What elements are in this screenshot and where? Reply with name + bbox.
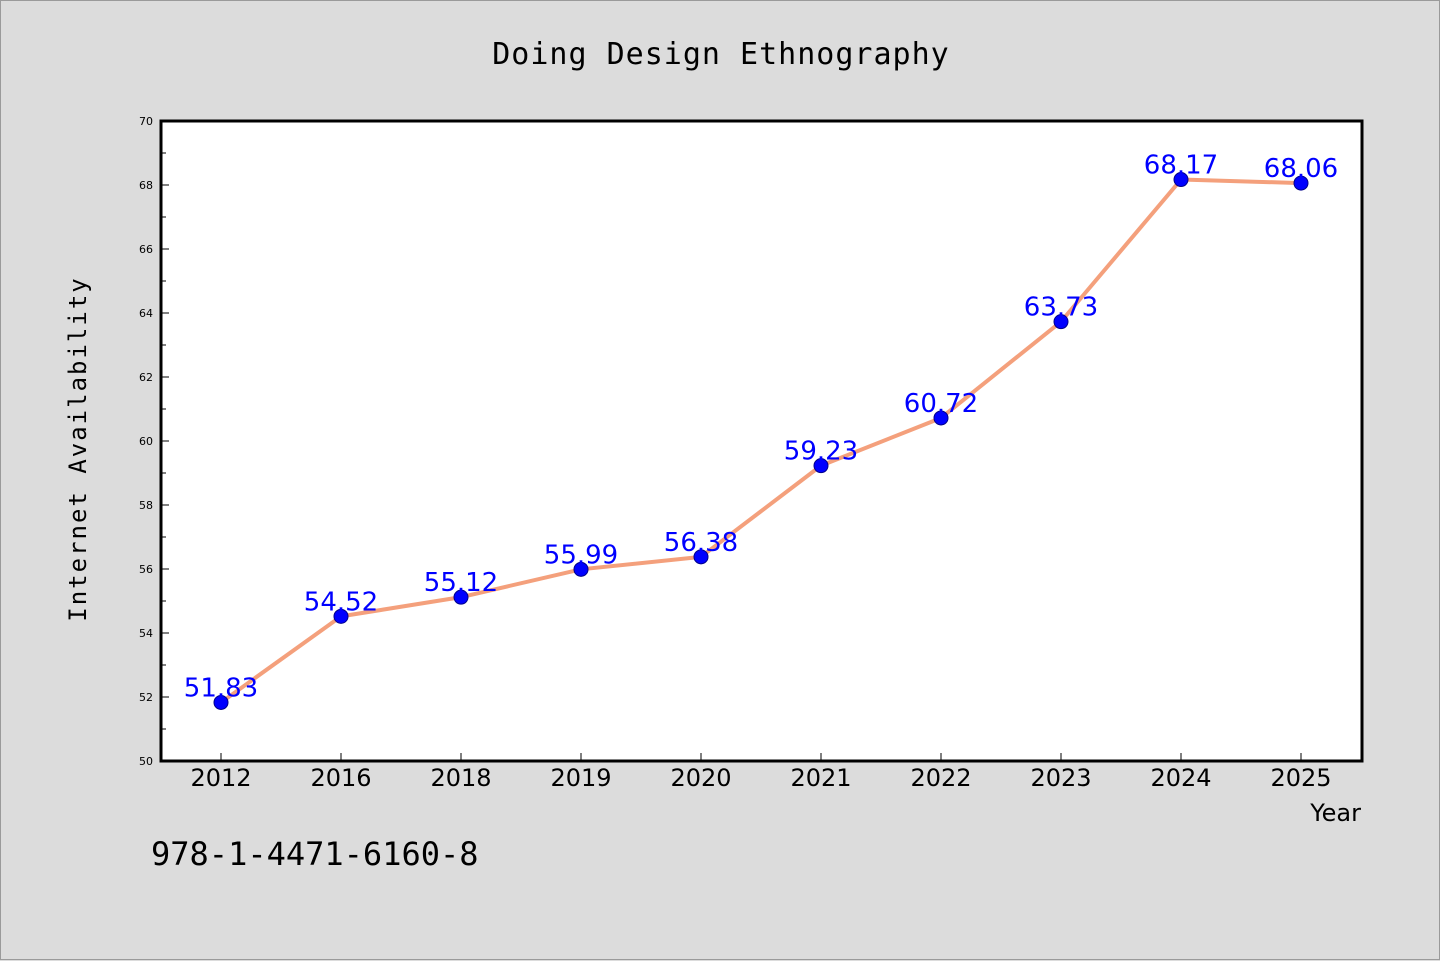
data-label: 54.52	[304, 587, 378, 617]
data-point	[213, 694, 229, 710]
y-tick-label: 52	[139, 691, 153, 704]
data-point	[933, 410, 949, 426]
data-label: 63.73	[1024, 293, 1098, 323]
data-label: 68.17	[1144, 151, 1218, 181]
series-line	[219, 177, 1302, 705]
data-point	[693, 549, 709, 565]
data-label: 60.72	[904, 389, 978, 419]
x-axis-label: Year	[1309, 799, 1361, 827]
x-tick-label: 2024	[1150, 764, 1211, 792]
y-axis-label: Internet Availability	[64, 276, 92, 621]
y-axis: 50 52 54 56 58 60 62 64 66 68 70	[139, 115, 169, 768]
y-tick-label: 62	[139, 371, 153, 384]
data-label: 51.83	[184, 673, 258, 703]
x-tick-label: 2022	[910, 764, 971, 792]
x-tick-label: 2012	[190, 764, 251, 792]
x-tick-label: 2025	[1270, 764, 1331, 792]
y-tick-label: 68	[139, 179, 153, 192]
data-point	[333, 608, 349, 624]
y-tick-label: 60	[139, 435, 153, 448]
plot-area	[159, 119, 1364, 763]
y-tick-label: 54	[139, 627, 153, 640]
data-label: 55.12	[424, 568, 498, 598]
x-tick-label: 2016	[310, 764, 371, 792]
data-point	[1173, 172, 1189, 188]
chart-title: Doing Design Ethnography	[492, 37, 949, 72]
data-point	[573, 561, 589, 577]
data-labels: 51.83 54.52 55.12 55.99 56.38 59.23 60.72 63.73…	[184, 151, 1338, 704]
y-tick-label: 58	[139, 499, 153, 512]
data-point	[1293, 175, 1309, 191]
x-tick-label: 2018	[430, 764, 491, 792]
y-tick-label: 66	[139, 243, 153, 256]
y-tick-label: 64	[139, 307, 153, 320]
x-tick-label: 2020	[670, 764, 731, 792]
y-tick-label: 70	[139, 115, 153, 128]
series-polyline	[219, 177, 1302, 705]
data-point	[813, 458, 829, 474]
y-tick-label: 50	[139, 755, 153, 768]
data-label: 68.06	[1264, 154, 1338, 184]
data-point	[1053, 314, 1069, 330]
y-tick-label: 56	[139, 563, 153, 576]
x-tick-label: 2021	[790, 764, 851, 792]
data-label: 55.99	[544, 540, 618, 570]
x-axis: 2012 2016 2018 2019 2020 2021 2022 2023 2024 2025	[190, 753, 1332, 792]
x-tick-label: 2019	[550, 764, 611, 792]
isbn-footnote: 978-1-4471-6160-8	[151, 835, 479, 873]
x-tick-label: 2023	[1030, 764, 1091, 792]
data-label: 56.38	[664, 528, 738, 558]
data-points	[213, 172, 1309, 710]
data-point	[453, 589, 469, 605]
data-label: 59.23	[784, 437, 858, 467]
